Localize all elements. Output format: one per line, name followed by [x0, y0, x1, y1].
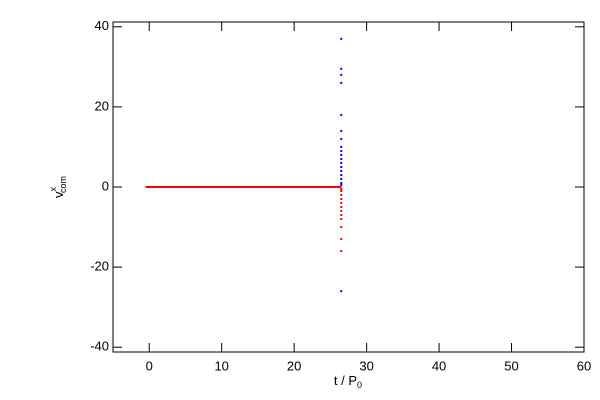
point	[340, 202, 343, 205]
point	[340, 194, 343, 197]
point	[283, 186, 291, 188]
point	[340, 206, 343, 209]
point	[340, 37, 343, 40]
x-tick-label: 20	[287, 358, 301, 373]
point	[232, 186, 240, 188]
x-tick-label: 60	[577, 358, 591, 373]
point	[167, 186, 175, 188]
point	[340, 161, 343, 164]
y-tick-label: 0	[102, 178, 109, 193]
y-label-sup: x	[48, 187, 58, 192]
point	[340, 129, 343, 132]
point	[340, 238, 343, 241]
point	[340, 173, 343, 176]
point	[340, 188, 343, 191]
y-tick-label: 40	[95, 18, 109, 33]
point	[340, 153, 343, 156]
point	[340, 181, 343, 184]
point	[340, 214, 343, 217]
x-tick-label: 10	[214, 358, 228, 373]
point	[181, 186, 190, 188]
x-tick-label: 30	[359, 358, 373, 373]
point	[275, 186, 284, 188]
point	[340, 250, 343, 253]
point	[203, 186, 211, 188]
x-tick-label: 40	[432, 358, 446, 373]
y-tick-label: -20	[90, 259, 109, 274]
point	[340, 290, 343, 293]
point	[340, 165, 343, 168]
point	[340, 73, 343, 76]
point	[210, 186, 219, 188]
point	[340, 67, 343, 70]
point	[340, 177, 343, 180]
point	[246, 186, 255, 188]
point	[152, 186, 161, 188]
point	[340, 81, 343, 84]
point	[188, 186, 197, 188]
y-axis-label: vxcom	[48, 176, 68, 198]
point	[340, 145, 343, 148]
point	[268, 186, 277, 188]
point	[340, 157, 343, 160]
point	[340, 190, 343, 193]
point	[340, 149, 343, 152]
point	[217, 186, 226, 188]
y-label-base: v	[51, 191, 66, 198]
point	[304, 186, 313, 188]
x-label-sub: 0	[357, 380, 362, 390]
point	[254, 186, 262, 188]
point	[297, 186, 306, 188]
point	[239, 186, 248, 188]
point	[340, 137, 343, 140]
point	[340, 226, 343, 229]
point	[312, 186, 320, 188]
point	[225, 186, 233, 188]
point	[159, 186, 168, 188]
point	[326, 186, 335, 188]
point	[174, 186, 182, 188]
point	[340, 218, 343, 221]
y-tick-label: 20	[95, 98, 109, 113]
y-label-sub: com	[58, 176, 68, 193]
y-tick-label: -40	[90, 339, 109, 354]
point	[333, 186, 342, 188]
point	[319, 186, 327, 188]
point	[145, 186, 153, 188]
x-tick-label: 0	[146, 358, 153, 373]
point	[340, 183, 343, 186]
x-tick-label: 50	[504, 358, 518, 373]
point	[290, 186, 298, 188]
point	[340, 113, 343, 116]
point	[340, 169, 343, 172]
x-label-base: t / P	[334, 373, 357, 388]
point	[261, 186, 269, 188]
point	[340, 210, 343, 213]
point	[340, 198, 343, 201]
x-axis-label: t / P0	[334, 373, 362, 390]
point	[196, 186, 204, 188]
